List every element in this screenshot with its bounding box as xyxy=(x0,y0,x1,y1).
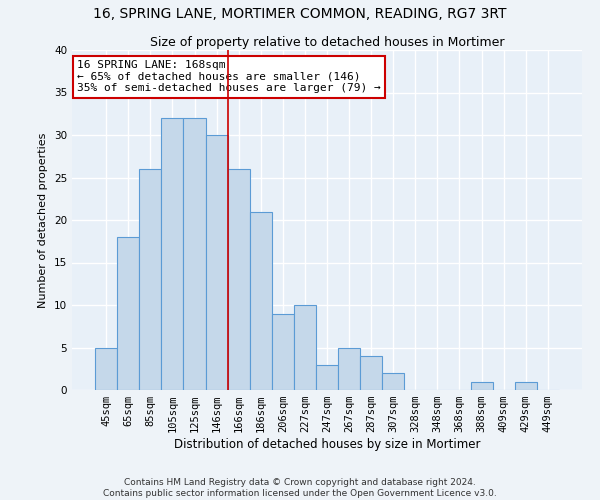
Bar xyxy=(250,212,272,390)
Text: 16, SPRING LANE, MORTIMER COMMON, READING, RG7 3RT: 16, SPRING LANE, MORTIMER COMMON, READIN… xyxy=(93,8,507,22)
Bar xyxy=(360,356,382,390)
Bar xyxy=(338,348,360,390)
Y-axis label: Number of detached properties: Number of detached properties xyxy=(38,132,49,308)
Bar xyxy=(139,169,161,390)
Bar xyxy=(470,382,493,390)
Bar xyxy=(95,348,117,390)
Title: Size of property relative to detached houses in Mortimer: Size of property relative to detached ho… xyxy=(150,36,504,49)
Bar xyxy=(184,118,206,390)
Bar xyxy=(117,237,139,390)
Bar xyxy=(161,118,184,390)
Bar xyxy=(206,135,227,390)
Bar xyxy=(294,305,316,390)
Text: 16 SPRING LANE: 168sqm
← 65% of detached houses are smaller (146)
35% of semi-de: 16 SPRING LANE: 168sqm ← 65% of detached… xyxy=(77,60,381,94)
Bar xyxy=(316,364,338,390)
Bar xyxy=(515,382,537,390)
Bar xyxy=(227,169,250,390)
Bar xyxy=(382,373,404,390)
Text: Contains HM Land Registry data © Crown copyright and database right 2024.
Contai: Contains HM Land Registry data © Crown c… xyxy=(103,478,497,498)
Bar xyxy=(272,314,294,390)
X-axis label: Distribution of detached houses by size in Mortimer: Distribution of detached houses by size … xyxy=(174,438,480,451)
